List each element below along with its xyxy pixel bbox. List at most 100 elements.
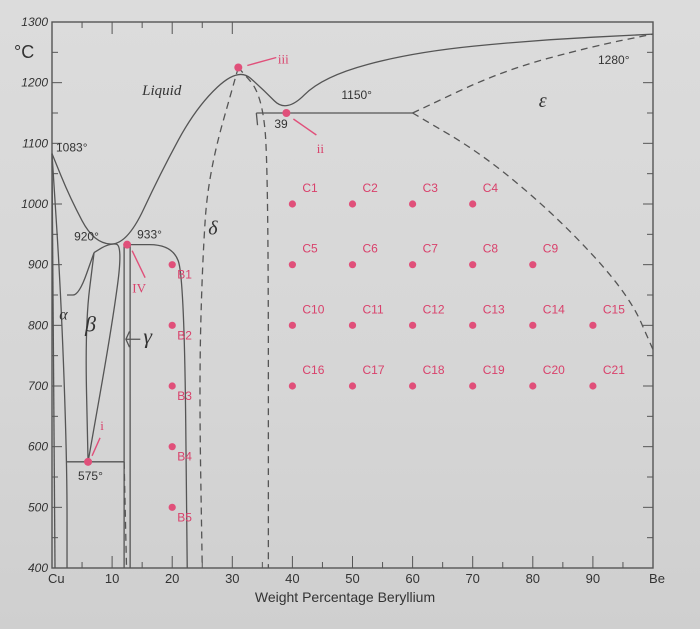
data-point-c5 <box>288 261 296 269</box>
axes-group <box>51 21 654 569</box>
special-point-arrow <box>247 56 277 67</box>
data-point-label: C8 <box>483 242 499 256</box>
x-tick-label: 20 <box>165 571 179 586</box>
data-point-c19 <box>469 382 477 390</box>
y-tick-label: 1200 <box>21 76 48 90</box>
data-point-c9 <box>529 261 537 269</box>
data-point-label: C17 <box>363 363 385 377</box>
delta-left-dashed <box>199 67 239 569</box>
phase-label-3: γ <box>143 324 153 349</box>
data-point-c21 <box>589 382 597 390</box>
data-point-c4 <box>469 200 477 208</box>
data-point-c15 <box>589 321 597 329</box>
tick-labels: 400 500 600 700 800 900 1000 1100 1200 1300 Cu 10 20… <box>21 15 665 586</box>
data-point-c12 <box>409 321 417 329</box>
y-tick-label: 900 <box>28 258 48 272</box>
data-point-label: C3 <box>423 181 439 195</box>
x-tick-label: Cu <box>48 571 65 586</box>
data-point-c14 <box>529 321 537 329</box>
phase-label-0: Liquid <box>141 83 182 99</box>
temperature-label: 1083° <box>56 141 88 155</box>
special-point-marker <box>84 457 93 466</box>
phase-labels: Liquid α β γ δ ε <box>59 83 547 349</box>
epsilon-left-dashed <box>412 112 654 350</box>
data-point-c18 <box>409 382 417 390</box>
special-point-marker <box>234 63 243 72</box>
data-point-label: B2 <box>177 328 192 342</box>
data-point-c3 <box>409 200 417 208</box>
data-point-c20 <box>529 382 537 390</box>
gamma-solvus-line <box>127 243 188 569</box>
special-point-arrow <box>131 250 146 278</box>
special-point-label: IV <box>132 281 146 296</box>
y-tick-label: 1300 <box>21 15 48 29</box>
temperature-label: 1150° <box>341 88 372 102</box>
temperature-label: 575° <box>78 469 103 483</box>
data-points: B1 B2 B3 B4 B5 C1 C2 C3 C4 C5 C6 C7 C8 C9 C10 C11 C12 C13… <box>168 181 625 524</box>
data-point-label: C14 <box>543 302 565 316</box>
x-tick-label: 70 <box>465 571 479 586</box>
y-axis-title: °C <box>14 42 34 62</box>
x-tick-label: 60 <box>405 571 419 586</box>
x-axis-title: Weight Percentage Beryllium <box>255 589 435 605</box>
data-point-b5 <box>168 503 176 511</box>
gamma-arrow <box>125 331 141 348</box>
special-point-marker <box>123 240 132 249</box>
x-tick-label: 30 <box>225 571 239 586</box>
beta-left-line <box>85 252 95 462</box>
data-point-label: B1 <box>177 268 192 282</box>
special-point-arrow <box>292 118 317 136</box>
data-point-c10 <box>288 321 296 329</box>
data-point-b1 <box>168 261 176 269</box>
phase-label-2: β <box>84 311 96 336</box>
x-tick-label: 10 <box>105 571 119 586</box>
y-tick-label: 600 <box>28 440 48 454</box>
data-point-label: C4 <box>483 181 499 195</box>
data-point-label: C5 <box>302 242 318 256</box>
data-point-label: C11 <box>363 302 384 316</box>
temperature-label: 39 <box>274 117 288 131</box>
temperature-labels: 1083° 920° 933° 575° 1150° 39 1280° <box>56 53 630 483</box>
data-point-label: C21 <box>603 363 625 377</box>
liquidus-line <box>51 33 654 245</box>
special-point-label: ii <box>317 141 325 156</box>
data-point-label: C7 <box>423 242 439 256</box>
data-point-c16 <box>288 382 296 390</box>
data-point-label: B5 <box>177 510 192 524</box>
data-point-b4 <box>168 443 176 451</box>
gamma-lower-dashed <box>123 461 128 569</box>
data-point-c1 <box>288 200 296 208</box>
y-tick-label: 1100 <box>22 136 48 150</box>
x-tick-label: Be <box>649 571 665 586</box>
data-point-c17 <box>348 382 357 390</box>
copper-edge-line <box>51 153 56 569</box>
data-point-c8 <box>469 261 477 269</box>
data-point-label: C9 <box>543 242 559 256</box>
data-point-c6 <box>348 261 357 269</box>
x-tick-label: 40 <box>285 571 299 586</box>
y-tick-label: 500 <box>28 500 48 514</box>
x-tick-label: 50 <box>345 571 359 586</box>
data-point-b2 <box>168 321 176 329</box>
data-point-b3 <box>168 382 176 390</box>
data-point-label: C2 <box>363 181 379 195</box>
phase-label-1: α <box>59 306 68 323</box>
data-point-label: C20 <box>543 363 565 377</box>
phase-label-5: ε <box>539 90 547 112</box>
special-point-label: i <box>100 418 104 433</box>
data-point-label: C16 <box>302 363 324 377</box>
data-point-c13 <box>469 321 477 329</box>
phase-boundaries <box>51 33 654 569</box>
y-tick-label: 1000 <box>21 197 48 211</box>
data-point-label: C1 <box>302 181 318 195</box>
phase-label-4: δ <box>208 217 218 239</box>
data-point-c2 <box>348 200 357 208</box>
data-point-label: C10 <box>302 302 324 316</box>
epsilon-top-dashed <box>412 33 654 114</box>
delta-right-dashed <box>237 67 270 568</box>
beta-right-line <box>87 243 121 462</box>
peritectic-drop <box>255 112 259 126</box>
data-point-c11 <box>348 321 357 329</box>
temperature-label: 1280° <box>598 53 630 67</box>
